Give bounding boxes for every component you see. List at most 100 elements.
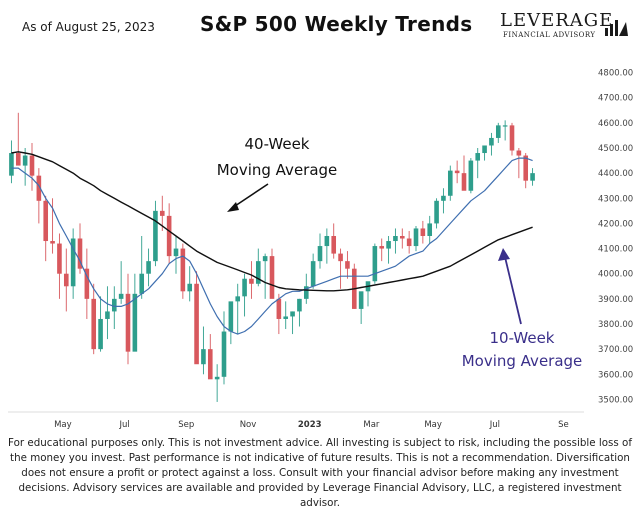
candle-body-up bbox=[489, 137, 494, 146]
candle-body-up bbox=[242, 278, 247, 297]
annotation-40w-arrowhead bbox=[227, 202, 239, 212]
candle-body-up bbox=[235, 296, 241, 302]
logo: LEVERAGE FINANCIAL ADVISORY bbox=[500, 10, 630, 44]
annotation-40w-line2: Moving Average bbox=[217, 161, 338, 179]
candle-body-up bbox=[255, 261, 261, 284]
x-tick-label: Mar bbox=[363, 420, 380, 430]
candle-body-up bbox=[118, 293, 124, 299]
candle-body-down bbox=[523, 155, 529, 181]
candle-body-up bbox=[297, 298, 302, 312]
x-tick-label: 2023 bbox=[298, 420, 322, 430]
candle-body-down bbox=[461, 173, 467, 191]
x-tick-label: Nov bbox=[240, 420, 257, 430]
y-tick-label: 4600.00 bbox=[598, 119, 633, 129]
candle-body-down bbox=[420, 228, 426, 236]
candle-body-up bbox=[468, 160, 474, 191]
candle-body-down bbox=[63, 273, 69, 287]
candle-body-down bbox=[269, 256, 275, 299]
candle-body-down bbox=[345, 261, 350, 269]
candle-body-up bbox=[290, 311, 295, 317]
candle-body-down bbox=[276, 298, 282, 319]
y-tick-label: 3800.00 bbox=[598, 320, 633, 330]
y-tick-label: 4500.00 bbox=[598, 144, 633, 154]
logo-subtitle: FINANCIAL ADVISORY bbox=[503, 31, 596, 39]
annotation-10w-line1: 10-Week bbox=[490, 329, 555, 347]
candle-body-up bbox=[221, 331, 227, 377]
y-tick-label: 4100.00 bbox=[598, 245, 633, 255]
candle-body-up bbox=[530, 173, 535, 181]
candle-body-up bbox=[111, 298, 117, 312]
annotation-10w-arrow bbox=[504, 256, 522, 325]
as-of-date: As of August 25, 2023 bbox=[22, 20, 155, 34]
candle-body-up bbox=[105, 311, 110, 319]
x-tick-label: May bbox=[54, 420, 72, 430]
candle-body-up bbox=[187, 283, 193, 292]
x-tick-label: Jul bbox=[118, 420, 129, 430]
candle-body-up bbox=[441, 195, 446, 201]
candle-body-up bbox=[201, 349, 206, 365]
candle-body-up bbox=[434, 200, 439, 224]
candle-body-down bbox=[249, 278, 254, 284]
candle-body-up bbox=[283, 316, 289, 319]
candle-body-up bbox=[139, 273, 145, 294]
candle-body-down bbox=[57, 243, 62, 274]
candle-body-down bbox=[454, 170, 460, 174]
candlestick-chart: 3500.00 3600.00 3700.00 3800.00 3900.00 4000.… bbox=[8, 60, 633, 430]
y-tick-label: 4800.00 bbox=[598, 69, 633, 79]
ma40-line bbox=[11, 151, 533, 292]
candle-body-down bbox=[159, 210, 165, 216]
candle-body-up bbox=[310, 261, 316, 287]
y-tick-label: 3500.00 bbox=[598, 395, 633, 405]
annotation-40w-line1: 40-Week bbox=[245, 135, 310, 153]
x-tick-label: May bbox=[424, 420, 442, 430]
candle-body-down bbox=[84, 268, 90, 299]
candle-body-down bbox=[516, 150, 522, 156]
candle-body-up bbox=[303, 286, 309, 299]
y-tick-label: 4000.00 bbox=[598, 270, 633, 280]
candle-body-up bbox=[70, 238, 76, 287]
candle-body-up bbox=[502, 125, 508, 127]
candle-body-down bbox=[91, 298, 97, 350]
candle-body-up bbox=[495, 125, 501, 138]
logo-name: LEVERAGE bbox=[500, 10, 614, 31]
plot-area bbox=[8, 60, 584, 412]
candle-body-down bbox=[406, 238, 412, 247]
candle-body-down bbox=[207, 349, 213, 380]
candle-body-down bbox=[379, 246, 385, 249]
candle-body-up bbox=[482, 145, 487, 154]
candle-body-up bbox=[146, 261, 151, 274]
annotation-40w-arrow bbox=[231, 183, 269, 209]
y-tick-label: 3700.00 bbox=[598, 345, 633, 355]
candle-body-down bbox=[166, 215, 172, 257]
candle-body-up bbox=[358, 291, 364, 309]
y-tick-label: 3900.00 bbox=[598, 295, 633, 305]
candle-body-down bbox=[331, 236, 337, 254]
annotation-10w-line2: Moving Average bbox=[462, 352, 583, 370]
candle-body-up bbox=[9, 153, 14, 176]
candle-body-up bbox=[372, 246, 378, 282]
candle-body-up bbox=[153, 210, 158, 262]
candle-body-up bbox=[427, 223, 433, 236]
y-tick-label: 4200.00 bbox=[598, 219, 633, 229]
candle-body-up bbox=[324, 236, 330, 247]
candle-body-up bbox=[447, 170, 453, 196]
chart-title: S&P 500 Weekly Trends bbox=[200, 12, 473, 36]
candle-body-down bbox=[180, 248, 186, 292]
x-tick-label: Sep bbox=[178, 420, 194, 430]
candle-body-up bbox=[228, 301, 234, 332]
candle-body-up bbox=[98, 318, 103, 350]
candle-body-down bbox=[29, 155, 35, 176]
candle-body-up bbox=[22, 155, 28, 166]
candle-body-down bbox=[125, 293, 131, 352]
candle-body-down bbox=[338, 253, 343, 262]
candle-body-down bbox=[50, 241, 55, 244]
y-tick-label: 4700.00 bbox=[598, 94, 633, 104]
candle-body-down bbox=[194, 283, 199, 365]
candle-body-up bbox=[214, 376, 220, 380]
candle-body-down bbox=[36, 175, 42, 201]
x-tick-label: Jul bbox=[489, 420, 500, 430]
candle-body-up bbox=[475, 153, 481, 161]
candle-body-up bbox=[132, 293, 138, 352]
annotation-10w-arrowhead bbox=[498, 248, 510, 261]
candle-body-down bbox=[77, 238, 83, 269]
